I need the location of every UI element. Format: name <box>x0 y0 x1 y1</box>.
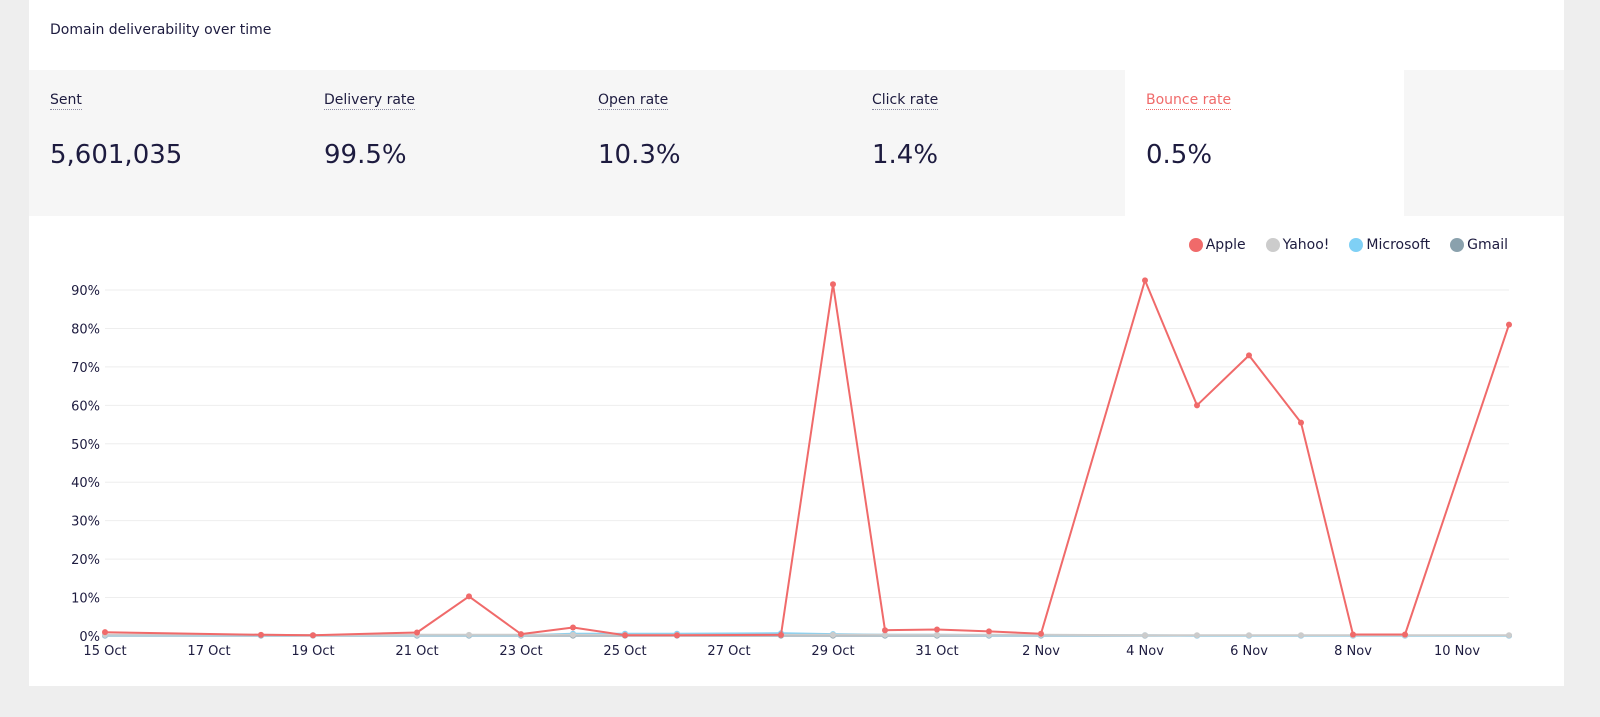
x-tick-label: 2 Nov <box>1022 644 1060 659</box>
metrics-bar: Sent 5,601,035 Delivery rate 99.5% Open … <box>29 70 1564 216</box>
data-point-apple <box>622 632 628 639</box>
data-point-yahoo <box>570 631 576 638</box>
metric-delivery-rate-value: 99.5% <box>324 140 407 170</box>
data-point-apple <box>1402 631 1408 638</box>
metric-delivery-rate-label: Delivery rate <box>324 92 415 110</box>
legend-label-yahoo: Yahoo! <box>1282 237 1330 253</box>
data-point-apple <box>830 281 836 288</box>
legend-item-yahoo[interactable]: Yahoo! <box>1265 237 1330 253</box>
data-point-apple <box>674 632 680 639</box>
data-point-apple <box>934 626 940 633</box>
data-point-apple <box>102 629 108 636</box>
y-tick-label: 0% <box>79 630 100 645</box>
metric-click-rate-value: 1.4% <box>872 140 939 170</box>
metric-bounce-rate[interactable]: Bounce rate 0.5% <box>1125 70 1404 216</box>
legend-item-apple[interactable]: Apple <box>1188 237 1246 253</box>
data-point-apple <box>258 631 264 638</box>
line-chart: 0% 10% 20% 30% 40% 50% 60% 70% 80% 90% 15 Oct 17 Oc… <box>71 277 1512 659</box>
data-point-apple <box>570 624 576 631</box>
x-tick-label: 15 Oct <box>83 644 126 659</box>
y-tick-label: 80% <box>71 322 100 337</box>
x-tick-label: 21 Oct <box>395 644 438 659</box>
series-line-apple <box>104 279 1510 637</box>
deliverability-card: Domain deliverability over time Sent 5,6… <box>29 0 1564 686</box>
metric-sent-label: Sent <box>50 92 82 110</box>
x-tick-label: 8 Nov <box>1334 644 1372 659</box>
metric-open-rate-value: 10.3% <box>598 140 681 170</box>
legend-dot-gmail <box>1450 238 1465 252</box>
y-tick-label: 30% <box>71 515 100 530</box>
y-tick-label: 10% <box>71 592 100 607</box>
x-tick-label: 31 Oct <box>915 644 958 659</box>
legend-dot-microsoft <box>1349 238 1364 252</box>
chart-legend: Apple Yahoo! Microsoft Gmail <box>1188 237 1508 253</box>
data-point-apple <box>986 628 992 635</box>
metric-bounce-rate-label: Bounce rate <box>1146 92 1232 110</box>
data-point-apple <box>1350 631 1356 638</box>
data-point-yahoo <box>466 631 472 638</box>
data-point-yahoo <box>830 631 836 638</box>
x-tick-label: 10 Nov <box>1434 644 1480 659</box>
y-tick-label: 40% <box>71 476 100 491</box>
metric-delivery-rate[interactable]: Delivery rate 99.5% <box>303 70 582 216</box>
legend-item-gmail[interactable]: Gmail <box>1450 237 1508 253</box>
x-tick-label: 19 Oct <box>291 644 334 659</box>
x-tick-label: 25 Oct <box>603 644 646 659</box>
metric-click-rate[interactable]: Click rate 1.4% <box>851 70 1130 216</box>
metric-click-rate-label: Click rate <box>872 92 939 110</box>
y-tick-label: 60% <box>71 399 100 414</box>
y-tick-label: 50% <box>71 438 100 453</box>
data-point-apple <box>466 593 472 600</box>
legend-label-gmail: Gmail <box>1467 237 1508 253</box>
data-point-yahoo <box>934 631 940 638</box>
metric-sent-value: 5,601,035 <box>50 140 183 170</box>
card-title: Domain deliverability over time <box>50 22 272 38</box>
data-point-apple <box>1142 277 1148 284</box>
y-tick-label: 90% <box>71 284 100 299</box>
x-tick-label: 6 Nov <box>1230 644 1268 659</box>
metric-bounce-rate-value: 0.5% <box>1146 140 1213 170</box>
metric-open-rate[interactable]: Open rate 10.3% <box>577 70 856 216</box>
data-point-apple <box>1194 402 1200 409</box>
data-point-apple <box>1298 419 1304 426</box>
x-tick-label: 4 Nov <box>1126 644 1164 659</box>
legend-dot-yahoo <box>1265 238 1280 252</box>
metric-open-rate-label: Open rate <box>598 92 669 110</box>
x-tick-label: 17 Oct <box>187 644 230 659</box>
x-tick-label: 27 Oct <box>707 644 750 659</box>
legend-label-microsoft: Microsoft <box>1366 237 1431 253</box>
data-point-apple <box>1506 321 1512 328</box>
y-tick-label: 20% <box>71 553 100 568</box>
data-point-apple <box>310 632 316 639</box>
metric-sent[interactable]: Sent 5,601,035 <box>29 70 308 216</box>
data-point-apple <box>882 627 888 634</box>
data-point-yahoo <box>882 631 888 638</box>
x-tick-label: 29 Oct <box>811 644 854 659</box>
x-tick-label: 23 Oct <box>499 644 542 659</box>
y-tick-label: 70% <box>71 361 100 376</box>
data-point-yahoo <box>1506 632 1512 639</box>
data-point-apple <box>518 631 524 638</box>
data-point-yahoo <box>1298 632 1304 639</box>
data-point-yahoo <box>1246 632 1252 639</box>
legend-item-microsoft[interactable]: Microsoft <box>1349 237 1430 253</box>
legend-dot-apple <box>1188 238 1203 252</box>
data-point-apple <box>1038 630 1044 637</box>
legend-label-apple: Apple <box>1205 237 1246 253</box>
data-point-apple <box>414 629 420 636</box>
data-point-apple <box>1246 352 1252 359</box>
data-point-yahoo <box>1194 632 1200 639</box>
data-point-apple <box>778 631 784 638</box>
data-point-yahoo <box>1142 632 1148 639</box>
